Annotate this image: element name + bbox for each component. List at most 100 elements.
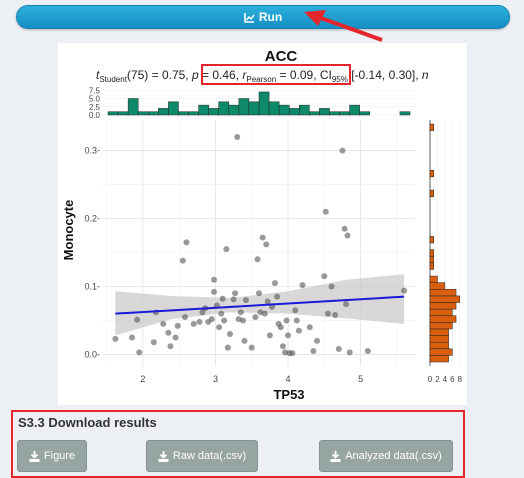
line-chart-icon bbox=[244, 12, 255, 23]
data-point bbox=[165, 329, 172, 336]
data-point bbox=[344, 232, 351, 239]
right-hist-bar bbox=[429, 255, 434, 264]
data-point bbox=[364, 348, 371, 355]
data-point bbox=[112, 335, 119, 342]
x-tick-label: 5 bbox=[358, 374, 363, 384]
data-point bbox=[264, 298, 271, 305]
top-hist-bar bbox=[117, 111, 129, 116]
data-point bbox=[196, 318, 203, 325]
top-hist-bar bbox=[137, 111, 149, 116]
data-point bbox=[339, 147, 346, 154]
right-hist-bar bbox=[429, 236, 434, 244]
subtitle-ci-val: [-0.14, 0.30], bbox=[348, 68, 422, 82]
download-panel: S3.3 Download results Figure Raw data(.c… bbox=[11, 410, 465, 478]
chart-subtitle: tStudent(75) = 0.75, p = 0.46, rPearson … bbox=[96, 68, 429, 84]
data-point bbox=[183, 239, 190, 246]
y-tick-label: 0.0- bbox=[84, 349, 100, 359]
data-point bbox=[321, 273, 328, 280]
right-hist-bar bbox=[429, 295, 461, 303]
subtitle-n: n bbox=[422, 68, 429, 82]
right-hist-bar bbox=[429, 289, 457, 297]
regression-line bbox=[115, 295, 405, 315]
data-point bbox=[172, 334, 179, 341]
run-button[interactable]: Run bbox=[16, 5, 510, 29]
right-hist-bar bbox=[429, 315, 457, 323]
top-hist-bar bbox=[349, 104, 360, 116]
right-hist-bar bbox=[429, 170, 434, 178]
top-hist-bar bbox=[319, 108, 330, 116]
data-point bbox=[241, 337, 248, 344]
data-point bbox=[271, 280, 278, 287]
raw-data-download-label: Raw data(.csv) bbox=[172, 450, 247, 462]
top-hist-bar bbox=[329, 111, 340, 116]
data-point bbox=[274, 293, 281, 300]
data-point bbox=[306, 324, 313, 331]
chart-title: ACC bbox=[265, 48, 298, 65]
data-point bbox=[343, 301, 350, 308]
top-histogram: 7.55.02.50.0 bbox=[89, 86, 415, 120]
top-hist-bar bbox=[178, 111, 189, 116]
data-point bbox=[226, 331, 233, 338]
right-hist-bar bbox=[429, 341, 449, 350]
data-point bbox=[134, 316, 141, 323]
right-hist-bar bbox=[429, 275, 438, 283]
top-hist-bar bbox=[208, 108, 219, 116]
data-point bbox=[223, 246, 230, 253]
raw-data-download-button[interactable]: Raw data(.csv) bbox=[146, 440, 258, 472]
data-point bbox=[322, 208, 329, 215]
data-point bbox=[328, 283, 335, 290]
download-icon bbox=[29, 450, 40, 462]
top-hist-bar bbox=[198, 104, 209, 116]
analyzed-data-download-button[interactable]: Analyzed data(.csv) bbox=[319, 440, 453, 472]
data-point bbox=[242, 297, 249, 304]
right-hist-bar bbox=[429, 262, 434, 270]
data-point bbox=[263, 241, 270, 248]
x-tick-label: 4 bbox=[286, 374, 291, 384]
data-point bbox=[314, 337, 321, 344]
data-point bbox=[216, 324, 223, 331]
right-hist-bar bbox=[429, 189, 434, 197]
right-hist-bar bbox=[429, 348, 453, 356]
scatter-plot: ACC tStudent(75) = 0.75, p = 0.46, rPear… bbox=[61, 48, 463, 402]
data-point bbox=[237, 309, 244, 316]
subtitle-r-val: = 0.09, bbox=[276, 68, 320, 82]
data-point bbox=[299, 282, 306, 289]
download-icon bbox=[158, 450, 169, 462]
right-hist-bar bbox=[429, 308, 453, 316]
top-hist-bar bbox=[258, 91, 270, 116]
right-hist-bar bbox=[429, 355, 449, 363]
data-point bbox=[218, 310, 225, 317]
data-point bbox=[346, 349, 353, 356]
top-hist-bar bbox=[399, 111, 411, 116]
subtitle-p: p bbox=[191, 68, 199, 82]
top-hist-bar bbox=[278, 104, 290, 116]
right-hist-tick-label: 8 bbox=[458, 375, 463, 384]
data-point bbox=[293, 317, 300, 324]
x-tick-label: 2 bbox=[140, 374, 145, 384]
data-point bbox=[266, 332, 273, 339]
right-hist-bar bbox=[429, 335, 449, 343]
right-hist-tick-label: 0 bbox=[428, 375, 433, 384]
figure-download-button[interactable]: Figure bbox=[17, 440, 87, 472]
y-tick-label: 0.1- bbox=[84, 281, 100, 291]
data-point bbox=[136, 349, 143, 356]
subtitle-p-val: = 0.46, bbox=[199, 68, 243, 82]
top-hist-bar bbox=[168, 101, 179, 116]
right-hist-tick-label: 2 bbox=[435, 375, 440, 384]
subtitle-ci-sub: 95% bbox=[332, 75, 348, 84]
subtitle-t: t bbox=[96, 68, 100, 82]
data-point bbox=[324, 310, 331, 317]
data-point bbox=[341, 225, 348, 232]
y-tick-label: 0.2- bbox=[84, 214, 100, 224]
subtitle-t-val: (75) = 0.75, bbox=[127, 68, 192, 82]
run-button-label: Run bbox=[258, 10, 283, 24]
data-point bbox=[240, 317, 247, 324]
x-axis-label: TP53 bbox=[273, 387, 304, 402]
data-point bbox=[224, 344, 231, 351]
data-point bbox=[295, 327, 302, 334]
data-point bbox=[332, 312, 339, 319]
x-tick-label: 3 bbox=[213, 374, 218, 384]
y-axis-label: Monocyte bbox=[61, 200, 76, 261]
data-point bbox=[292, 307, 299, 314]
